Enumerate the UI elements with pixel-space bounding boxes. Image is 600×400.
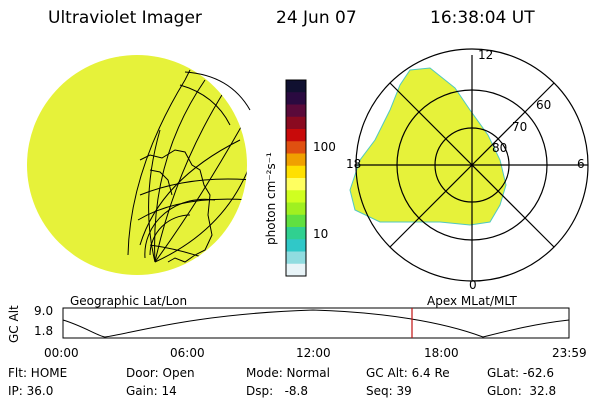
colorbar-swatch: [286, 165, 306, 179]
mode-status: Mode: Normal: [246, 366, 330, 380]
timeline-plot: [62, 307, 570, 339]
geo-grid-line: [184, 69, 191, 81]
geo-grid-line: [154, 89, 226, 263]
geo-grid-line: [127, 79, 186, 256]
glon-status: GLon: 32.8: [487, 384, 557, 398]
geo-grid-line: [148, 129, 161, 263]
timeline-xtick-0000: 00:00: [44, 346, 79, 360]
seq-status: Seq: 39: [366, 384, 412, 398]
colorbar-swatch: [286, 251, 306, 265]
polar-tick-12: 12: [478, 48, 494, 62]
timeline-xtick-1200: 12:00: [296, 346, 331, 360]
geo-coastline: [149, 169, 173, 196]
geo-grid-line: [137, 198, 247, 221]
geo-grid-line: [149, 214, 191, 256]
polar-tick-0: 0: [469, 278, 477, 292]
app-title: Ultraviolet Imager: [48, 8, 202, 28]
gc-alt-status: GC Alt: 6.4 Re: [366, 366, 450, 380]
geo-grid-line: [154, 79, 206, 263]
geo-grid-line: [139, 178, 247, 196]
colorbar-swatch: [286, 263, 306, 277]
polar-ring-label-70: 70: [512, 120, 528, 134]
date-readout: 24 Jun 07: [276, 8, 357, 28]
geo-grid-line: [144, 198, 216, 259]
colorbar: [285, 79, 307, 277]
time-readout: 16:38:04 UT: [430, 8, 535, 28]
timeline-ytick-top: 9.0: [34, 304, 54, 318]
timeline-xtick-0600: 06:00: [170, 346, 205, 360]
dsp-status: Dsp: -8.8: [246, 384, 309, 398]
polar-ring-label-60: 60: [536, 98, 552, 112]
colorbar-swatch: [286, 80, 306, 93]
gain-status: Gain: 14: [126, 384, 177, 398]
door-status: Door: Open: [126, 366, 195, 380]
timeline-xtick-2359: 23:59: [552, 346, 587, 360]
colorbar-swatch: [286, 202, 306, 216]
ip-status: IP: 36.0: [8, 384, 54, 398]
geo-coastline: [139, 149, 213, 263]
orbit-altitude-curve: [62, 309, 570, 338]
polar-diagonal: [389, 82, 555, 248]
colorbar-swatch: [286, 104, 306, 118]
timeline-axis-label: GC Alt: [7, 305, 21, 343]
geo-disc: [27, 55, 247, 275]
colorbar-tick-10: 10: [313, 227, 329, 241]
colorbar-swatch: [286, 92, 306, 105]
polar-tick-18: 18: [346, 157, 362, 171]
geo-grid-line: [184, 71, 251, 111]
geographic-label: Geographic Lat/Lon: [70, 294, 188, 308]
filter-status: Flt: HOME: [8, 366, 68, 380]
colorbar-swatch: [286, 239, 306, 252]
colorbar-swatch: [286, 227, 306, 240]
colorbar-swatch: [286, 178, 306, 191]
colorbar-swatch: [286, 116, 306, 130]
colorbar-swatch: [286, 141, 306, 154]
colorbar-swatch: [286, 129, 306, 142]
timeline-ytick-bottom: 1.8: [34, 324, 54, 338]
geo-grid-line: [139, 139, 241, 246]
polar-tick-6: 6: [577, 157, 585, 171]
polar-ring-label-80: 80: [492, 141, 508, 155]
colorbar-swatch: [286, 214, 306, 228]
colorbar-swatch: [286, 190, 306, 203]
colorbar-tick-100: 100: [313, 140, 336, 154]
apex-label: Apex MLat/MLT: [427, 294, 517, 308]
geo-grid-line: [179, 84, 231, 126]
timeline-xtick-1800: 18:00: [424, 346, 459, 360]
colorbar-swatch: [286, 153, 306, 167]
aurora-region: [349, 67, 507, 226]
glat-status: GLat: -62.6: [487, 366, 554, 380]
